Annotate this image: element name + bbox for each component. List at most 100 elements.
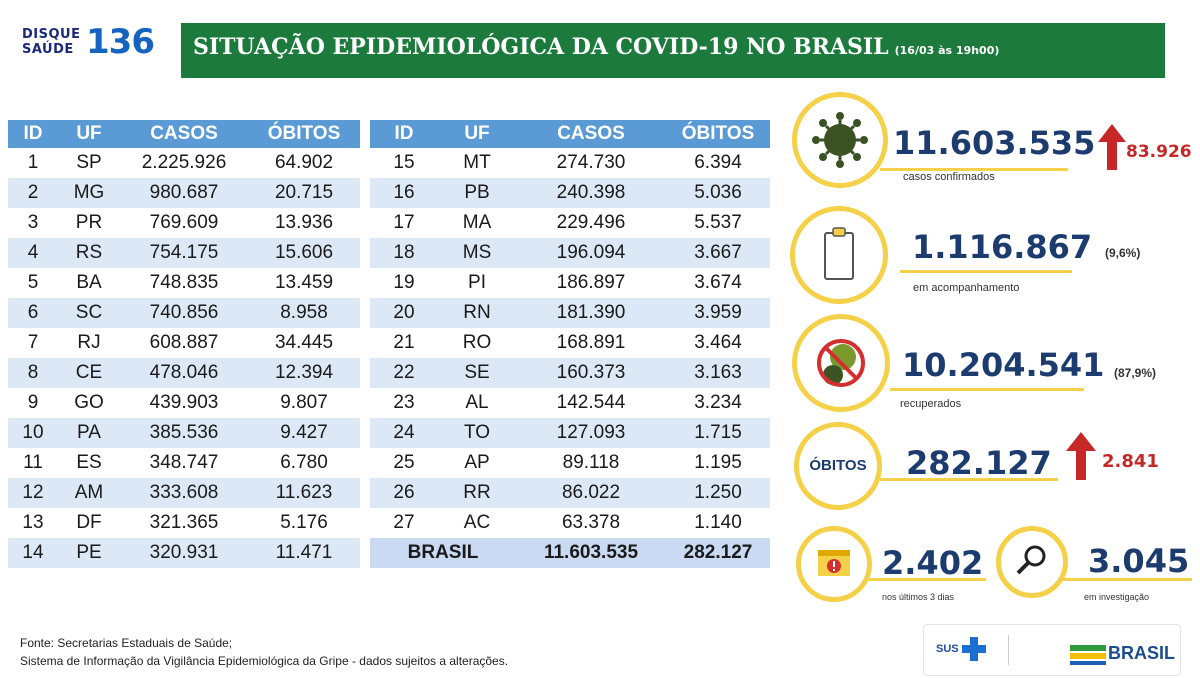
table-row: 16 PB 240.398 5.036: [370, 178, 770, 208]
states-table-right: ID UF CASOS ÓBITOS 15 MT 274.730 6.394 16 PB 240.…: [370, 120, 770, 568]
recovered-underline: [890, 388, 1084, 391]
table-cell: 86.022: [516, 478, 666, 508]
states-table-left: ID UF CASOS ÓBITOS 1 SP 2.225.926 64.902 2 MG 980…: [8, 120, 360, 568]
table-cell: 754.175: [120, 238, 248, 268]
table-cell: 3.464: [694, 332, 742, 353]
recovered-circle: [792, 314, 890, 412]
table-cell: 19: [393, 272, 415, 293]
table-cell: AP: [464, 452, 490, 473]
logo-line2: SAÚDE: [22, 42, 74, 57]
table-row: 13 DF 321.365 5.176: [8, 508, 360, 538]
table-row: 6 SC 740.856 8.958: [8, 298, 360, 328]
table-cell: 7: [27, 332, 39, 353]
monitoring-circle: [790, 206, 888, 304]
table-row: 18 MS 196.094 3.667: [370, 238, 770, 268]
brasil-logo-text: BRASIL: [1108, 643, 1175, 663]
column-header: ÓBITOS: [248, 120, 360, 148]
sus-logo: SUS: [936, 643, 959, 655]
table-cell: 22: [370, 358, 438, 388]
total-label: BRASIL: [370, 538, 516, 568]
table-cell: 608.887: [149, 332, 219, 353]
table-cell: SP: [76, 152, 102, 173]
table-cell: 229.496: [556, 212, 626, 233]
table-cell: 13.459: [274, 272, 334, 293]
table-cell: AM: [58, 478, 120, 508]
monitoring-pct: (9,6%): [1105, 246, 1141, 260]
table-row: 4 RS 754.175 15.606: [8, 238, 360, 268]
table-cell: MT: [463, 152, 491, 173]
table-cell: 333.608: [120, 478, 248, 508]
table-cell: 12.394: [248, 358, 360, 388]
confirmed-up-arrow-icon: [1098, 124, 1126, 170]
brasil-flag-icon: [1070, 645, 1106, 665]
table-cell: 2: [8, 178, 58, 208]
table-cell: PI: [468, 272, 486, 293]
disque-saude-logo: DISQUE SAÚDE 136: [14, 22, 160, 64]
confirmed-increase: 83.926: [1126, 142, 1192, 162]
table-cell: 25: [393, 452, 415, 473]
table-row: 22 SE 160.373 3.163: [370, 358, 770, 388]
table-cell: MA: [462, 212, 492, 233]
deaths-circle-label: ÓBITOS: [809, 457, 867, 474]
table-cell: 3.674: [694, 272, 742, 293]
table-cell: 18: [370, 238, 438, 268]
total-row: BRASIL 11.603.535 282.127: [370, 538, 770, 568]
confirmed-underline: [880, 168, 1068, 171]
table-cell: 439.903: [149, 392, 219, 413]
table-cell: 181.390: [516, 298, 666, 328]
table-header-row: ID UF CASOS ÓBITOS: [370, 120, 770, 148]
table-cell: MG: [58, 178, 120, 208]
table-cell: 127.093: [516, 418, 666, 448]
table-cell: RS: [58, 238, 120, 268]
sus-cross-icon: [962, 637, 986, 661]
table-row: 25 AP 89.118 1.195: [370, 448, 770, 478]
table-cell: 11.471: [248, 538, 360, 568]
last3days-label: nos últimos 3 dias: [882, 592, 955, 602]
gov-divider: [1008, 635, 1009, 665]
last3days-circle: [796, 526, 872, 602]
column-header: CASOS: [516, 120, 666, 148]
table-cell: 3.667: [666, 238, 770, 268]
table-cell: 3.959: [666, 298, 770, 328]
table-cell: 3.234: [694, 392, 742, 413]
footer-source: Fonte: Secretarias Estaduais de Saúde;: [20, 636, 233, 650]
table-cell: 14: [8, 538, 58, 568]
table-cell: 9: [27, 392, 39, 413]
deaths-value: 282.127: [906, 444, 1052, 482]
footer-note: Sistema de Informação da Vigilância Epid…: [20, 654, 509, 668]
table-cell: 142.544: [556, 392, 626, 413]
table-row: 7 RJ 608.887 34.445: [8, 328, 360, 358]
table-cell: MS: [438, 238, 516, 268]
table-cell: 34.445: [274, 332, 334, 353]
table-cell: 89.118: [562, 452, 620, 473]
table-cell: 160.373: [516, 358, 666, 388]
table-cell: 9.807: [280, 392, 328, 413]
table-cell: 1.140: [694, 512, 742, 533]
table-cell: 15.606: [248, 238, 360, 268]
table-cell: 26: [370, 478, 438, 508]
table-cell: 21: [393, 332, 415, 353]
table-cell: 748.835: [149, 272, 219, 293]
table-cell: 11: [23, 452, 43, 473]
table-row: 5 BA 748.835 13.459: [8, 268, 360, 298]
confirmed-circle: [792, 92, 888, 188]
deaths-increase: 2.841: [1102, 451, 1159, 472]
table-cell: 15: [393, 152, 415, 173]
table-cell: 64.902: [274, 152, 334, 173]
table-cell: PB: [438, 178, 516, 208]
total-obitos: 282.127: [666, 538, 770, 568]
table-cell: 5.036: [666, 178, 770, 208]
table-cell: 5.176: [280, 512, 328, 533]
column-header: ÓBITOS: [666, 120, 770, 148]
table-row: 23 AL 142.544 3.234: [370, 388, 770, 418]
table-cell: 16: [370, 178, 438, 208]
table-cell: 1: [27, 152, 39, 173]
table-cell: BA: [76, 272, 102, 293]
table-cell: AL: [465, 392, 489, 413]
table-row: 20 RN 181.390 3.959: [370, 298, 770, 328]
table-cell: CE: [58, 358, 120, 388]
investigation-underline: [1060, 578, 1192, 581]
table-cell: RJ: [77, 332, 101, 353]
table-cell: 5: [27, 272, 39, 293]
table-cell: 320.931: [120, 538, 248, 568]
